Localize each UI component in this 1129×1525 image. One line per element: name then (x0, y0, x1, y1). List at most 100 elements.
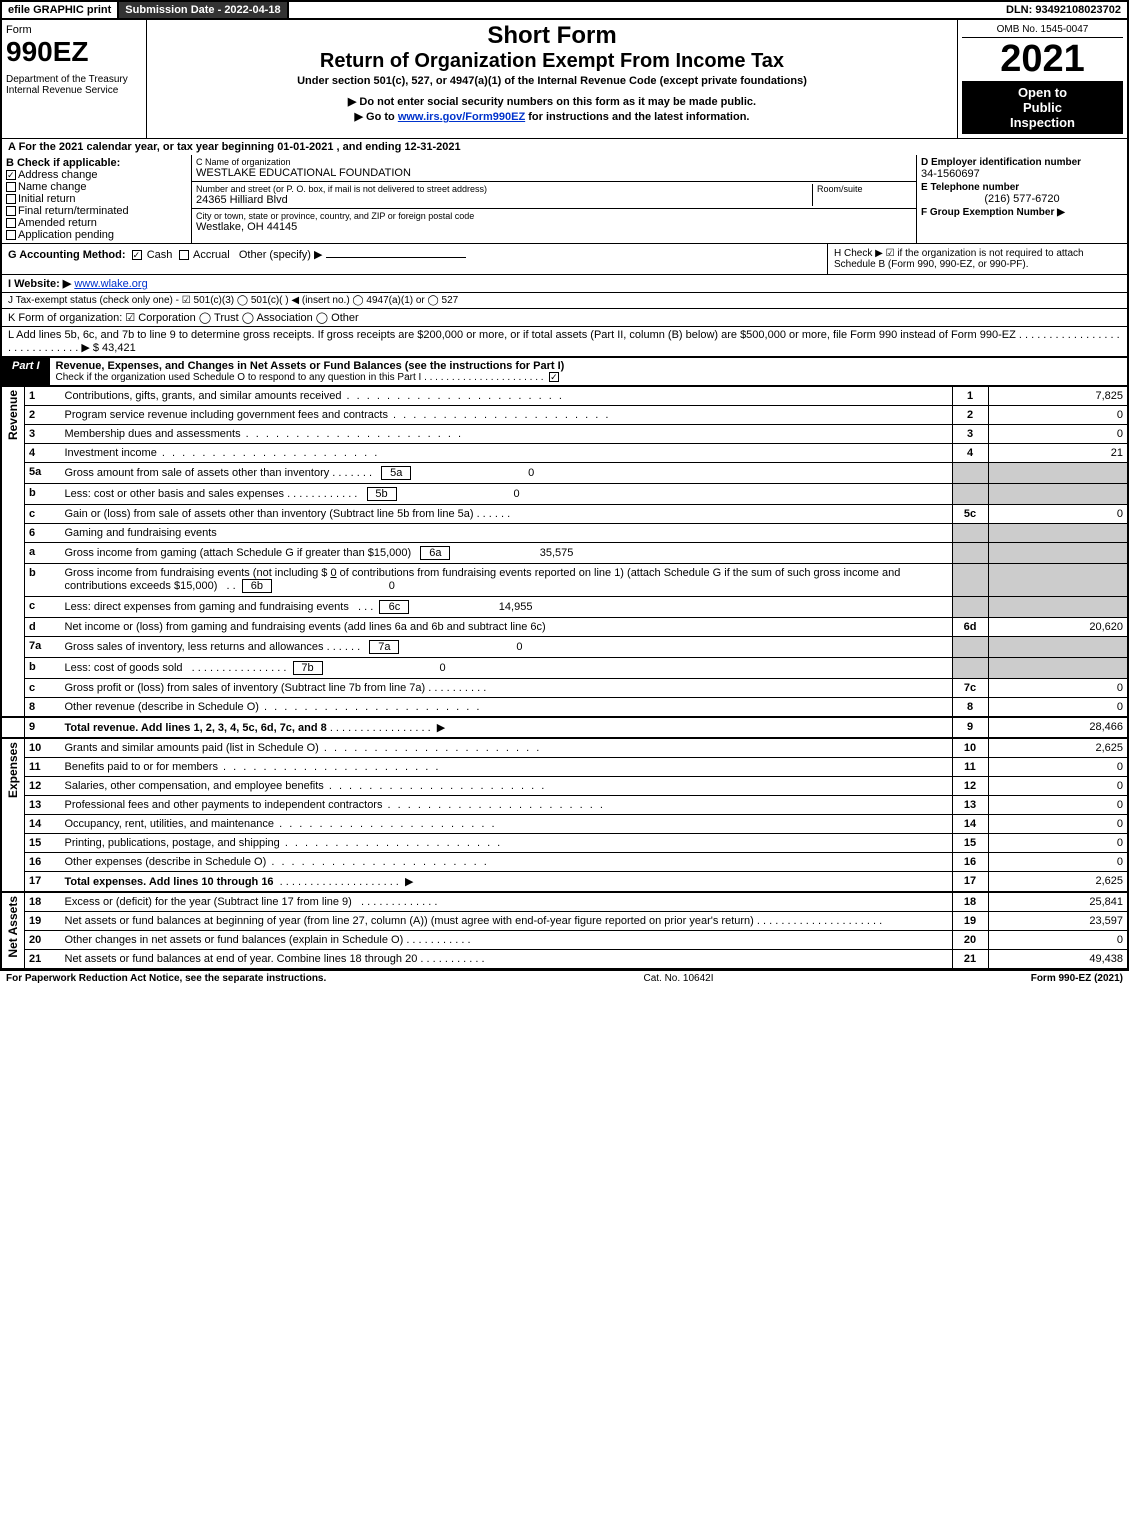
open-line-3: Inspection (966, 115, 1119, 130)
desc-text: Printing, publications, postage, and shi… (65, 837, 280, 849)
section-i: I Website: ▶ www.wlake.org (0, 275, 1129, 293)
desc-text: Gross amount from sale of assets other t… (65, 467, 330, 479)
inner-value: 0 (275, 580, 395, 592)
line-box: 1 (952, 387, 988, 406)
line-box-shade (952, 597, 988, 618)
line-desc: Grants and similar amounts paid (list in… (61, 738, 953, 758)
line-num: 12 (25, 777, 61, 796)
checkbox-final-return[interactable]: Final return/terminated (6, 205, 187, 217)
dots (324, 780, 546, 792)
line-num: 9 (25, 717, 61, 738)
section-h: H Check ▶ ☑ if the organization is not r… (827, 244, 1127, 274)
section-k: K Form of organization: ☑ Corporation ◯ … (0, 309, 1129, 327)
inner-value: 14,955 (412, 601, 532, 613)
line-value: 28,466 (988, 717, 1128, 738)
line-value: 0 (988, 679, 1128, 698)
line-desc: Total expenses. Add lines 10 through 16 … (61, 872, 953, 893)
desc-text: Gross profit or (loss) from sales of inv… (65, 682, 426, 694)
line-desc: Investment income (61, 444, 953, 463)
dots (218, 761, 440, 773)
line-box-shade (952, 524, 988, 543)
desc-text: Total expenses. Add lines 10 through 16 (65, 876, 274, 888)
line-box: 2 (952, 406, 988, 425)
desc-text: Salaries, other compensation, and employ… (65, 780, 324, 792)
part-i-check-text: Check if the organization used Schedule … (56, 372, 544, 383)
line-num: b (25, 484, 61, 505)
footer-left: For Paperwork Reduction Act Notice, see … (6, 973, 326, 984)
line-num: 11 (25, 758, 61, 777)
check-label: Final return/terminated (18, 205, 129, 217)
check-icon[interactable] (132, 250, 142, 260)
line-num: 13 (25, 796, 61, 815)
check-label: Address change (18, 169, 98, 181)
checkbox-address-change[interactable]: Address change (6, 169, 187, 181)
desc-text: Other revenue (describe in Schedule O) (65, 701, 259, 713)
line-num: 18 (25, 892, 61, 912)
desc-text: Other expenses (describe in Schedule O) (65, 856, 267, 868)
line-desc: Gross amount from sale of assets other t… (61, 463, 953, 484)
dept-label: Department of the Treasury Internal Reve… (6, 74, 142, 96)
line-desc: Excess or (deficit) for the year (Subtra… (61, 892, 953, 912)
line-num: d (25, 618, 61, 637)
check-icon (6, 206, 16, 216)
check-icon (6, 182, 16, 192)
inner-box: 7b (293, 661, 323, 675)
line-num: 3 (25, 425, 61, 444)
desc-text: Grants and similar amounts paid (list in… (65, 742, 319, 754)
line-box: 16 (952, 853, 988, 872)
sub-title-1: Under section 501(c), 527, or 4947(a)(1)… (153, 75, 951, 87)
line-box: 14 (952, 815, 988, 834)
line-box: 5c (952, 505, 988, 524)
line-box: 18 (952, 892, 988, 912)
check-icon[interactable] (549, 372, 559, 382)
line-box: 7c (952, 679, 988, 698)
arrow-icon: ▶ (437, 722, 445, 734)
checkbox-initial-return[interactable]: Initial return (6, 193, 187, 205)
part-i-table: Revenue 1 Contributions, gifts, grants, … (0, 387, 1129, 970)
line-desc: Membership dues and assessments (61, 425, 953, 444)
netassets-side-label: Net Assets (6, 896, 20, 958)
line-num: 7a (25, 637, 61, 658)
dots (388, 409, 610, 421)
line-box: 8 (952, 698, 988, 718)
section-b: B Check if applicable: Address change Na… (2, 155, 192, 243)
line-value-shade (988, 564, 1128, 597)
line-value: 25,841 (988, 892, 1128, 912)
desc-text: Less: cost of goods sold (65, 662, 183, 674)
line-desc: Gross income from gaming (attach Schedul… (61, 543, 953, 564)
check-icon[interactable] (179, 250, 189, 260)
checkbox-application-pending[interactable]: Application pending (6, 229, 187, 241)
line-desc: Gain or (loss) from sale of assets other… (61, 505, 953, 524)
line-desc: Printing, publications, postage, and shi… (61, 834, 953, 853)
line-value: 0 (988, 777, 1128, 796)
line-num: 8 (25, 698, 61, 718)
g-other-blank[interactable] (326, 257, 466, 258)
line-value: 0 (988, 698, 1128, 718)
desc-text: Less: cost or other basis and sales expe… (65, 488, 285, 500)
line-desc: Gross sales of inventory, less returns a… (61, 637, 953, 658)
g-label: G Accounting Method: (8, 249, 126, 261)
dots (266, 856, 488, 868)
header-left: Form 990EZ Department of the Treasury In… (2, 20, 147, 138)
room-label: Room/suite (817, 184, 912, 194)
line-box: 21 (952, 950, 988, 970)
dots (280, 837, 502, 849)
line-num: 1 (25, 387, 61, 406)
inner-box: 7a (369, 640, 399, 654)
checkbox-name-change[interactable]: Name change (6, 181, 187, 193)
dots (157, 447, 379, 459)
i-label: I Website: ▶ (8, 278, 71, 290)
line-value-shade (988, 463, 1128, 484)
line-value: 21 (988, 444, 1128, 463)
section-g: G Accounting Method: Cash Accrual Other … (2, 244, 827, 274)
line-box: 10 (952, 738, 988, 758)
line-value: 0 (988, 505, 1128, 524)
desc-text: Excess or (deficit) for the year (Subtra… (65, 896, 352, 908)
line-value: 0 (988, 834, 1128, 853)
header-right: OMB No. 1545-0047 2021 Open to Public In… (957, 20, 1127, 138)
omb-number: OMB No. 1545-0047 (962, 24, 1123, 38)
website-link[interactable]: www.wlake.org (74, 278, 147, 290)
checkbox-amended-return[interactable]: Amended return (6, 217, 187, 229)
section-b-title: B Check if applicable: (6, 157, 187, 169)
irs-link[interactable]: www.irs.gov/Form990EZ (398, 111, 525, 123)
